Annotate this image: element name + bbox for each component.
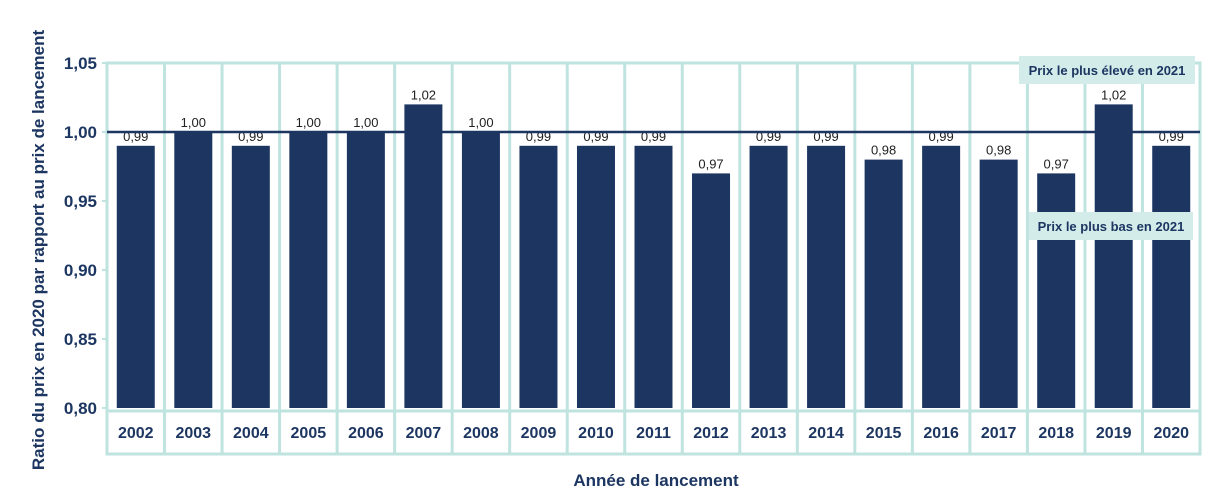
bar-value-label: 1,02 xyxy=(411,87,436,102)
bar-2007 xyxy=(404,104,443,409)
bar-2005 xyxy=(289,132,328,408)
category-label: 2019 xyxy=(1096,425,1132,442)
bar-2009 xyxy=(519,145,558,409)
bar-2018 xyxy=(1037,173,1076,408)
x-axis-title: Année de lancement xyxy=(573,471,739,490)
category-label: 2018 xyxy=(1038,425,1074,442)
category-label: 2010 xyxy=(578,425,614,442)
bar-2020 xyxy=(1152,145,1191,409)
category-label: 2013 xyxy=(751,425,787,442)
bar-2011 xyxy=(634,145,673,409)
bar-2003 xyxy=(174,132,213,408)
bar-value-label: 1,00 xyxy=(181,115,206,130)
category-label: 2003 xyxy=(175,425,211,442)
category-label: 2005 xyxy=(291,425,327,442)
y-tick-label: 0,95 xyxy=(64,192,97,211)
category-label: 2015 xyxy=(866,425,902,442)
category-label: 2020 xyxy=(1153,425,1189,442)
y-axis-title: Ratio du prix en 2020 par rapport au pri… xyxy=(29,30,48,471)
bar-2013 xyxy=(749,145,788,409)
bar-2014 xyxy=(807,145,846,409)
bar-value-label: 1,02 xyxy=(1101,87,1126,102)
bar-2015 xyxy=(864,159,903,408)
bar-value-label: 1,00 xyxy=(353,115,378,130)
annotation-highest-price-text: Prix le plus élevé en 2021 xyxy=(1029,63,1186,78)
bar-2012 xyxy=(692,173,731,408)
bar-value-label: 1,00 xyxy=(468,115,493,130)
bar-2010 xyxy=(576,145,615,409)
y-tick-label: 0,90 xyxy=(64,261,97,280)
y-tick-label: 0,80 xyxy=(64,399,97,418)
bar-2002 xyxy=(116,145,155,409)
category-label: 2002 xyxy=(118,425,154,442)
category-label: 2006 xyxy=(348,425,384,442)
bar-2019 xyxy=(1094,104,1133,409)
category-label: 2009 xyxy=(521,425,557,442)
bar-value-label: 0,97 xyxy=(698,156,723,171)
bar-value-label: 0,98 xyxy=(871,143,896,158)
bar-2004 xyxy=(231,145,270,409)
bar-2017 xyxy=(979,159,1018,408)
y-tick-label: 1,00 xyxy=(64,123,97,142)
category-label: 2017 xyxy=(981,425,1017,442)
plot-frame xyxy=(105,61,1202,456)
category-label: 2014 xyxy=(808,425,844,442)
bar-2006 xyxy=(346,132,385,408)
category-label: 2016 xyxy=(923,425,959,442)
y-tick-label: 0,85 xyxy=(64,330,97,349)
annotation-highest-price-box xyxy=(1019,56,1195,84)
category-label: 2008 xyxy=(463,425,499,442)
category-label: 2012 xyxy=(693,425,729,442)
category-label: 2011 xyxy=(636,425,671,442)
category-label: 2007 xyxy=(406,425,442,442)
category-label: 2004 xyxy=(233,425,269,442)
bar-2008 xyxy=(461,132,500,408)
bar-2016 xyxy=(922,145,961,409)
annotation-lowest-price-box xyxy=(1029,212,1193,240)
bar-value-label: 1,00 xyxy=(296,115,321,130)
y-tick-label: 1,05 xyxy=(64,54,97,73)
bar-value-label: 0,97 xyxy=(1044,156,1069,171)
bar-value-label: 0,98 xyxy=(986,143,1011,158)
annotation-lowest-price-text: Prix le plus bas en 2021 xyxy=(1038,219,1185,234)
